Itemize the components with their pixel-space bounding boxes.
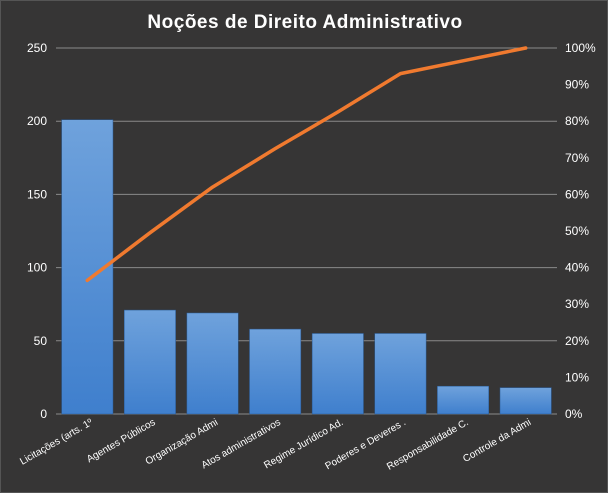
right-tick-label: 70% — [565, 151, 589, 165]
bar — [437, 385, 489, 415]
bar — [249, 328, 302, 415]
cumulative-line — [85, 46, 528, 283]
left-tick-label: 0 — [40, 407, 47, 421]
category-label: Controle da Admi — [461, 417, 533, 465]
chart-title: Noções de Direito Administrativo — [147, 12, 462, 33]
right-tick-label: 20% — [565, 334, 589, 348]
left-tick-label: 250 — [27, 41, 47, 55]
right-tick-label: 0% — [565, 407, 583, 421]
bar — [374, 333, 427, 415]
right-tick-label: 60% — [565, 187, 589, 201]
left-tick-label: 100 — [27, 261, 47, 275]
left-tick-label: 50 — [34, 334, 48, 348]
right-tick-label: 80% — [565, 114, 589, 128]
cumulative-line-path — [85, 46, 528, 283]
right-tick-label: 30% — [565, 297, 589, 311]
bars — [61, 119, 552, 415]
bar — [499, 387, 552, 415]
right-tick-label: 10% — [565, 370, 589, 384]
bar — [124, 309, 176, 415]
right-axis-ticks: 0% 10% 20% 30% 40% 50% 60% 70% 80% 90% 100% — [565, 41, 596, 421]
left-axis-ticks: 0 50 100 150 200 250 — [27, 41, 47, 421]
left-tick-label: 150 — [27, 187, 47, 201]
right-tick-label: 40% — [565, 261, 589, 275]
right-tick-label: 90% — [565, 78, 589, 92]
category-label: Licitações (arts. 1º — [18, 417, 95, 468]
left-tick-label: 200 — [27, 114, 47, 128]
bar — [186, 312, 239, 415]
bar — [311, 333, 364, 415]
right-tick-label: 100% — [565, 41, 596, 55]
right-tick-label: 50% — [565, 224, 589, 238]
